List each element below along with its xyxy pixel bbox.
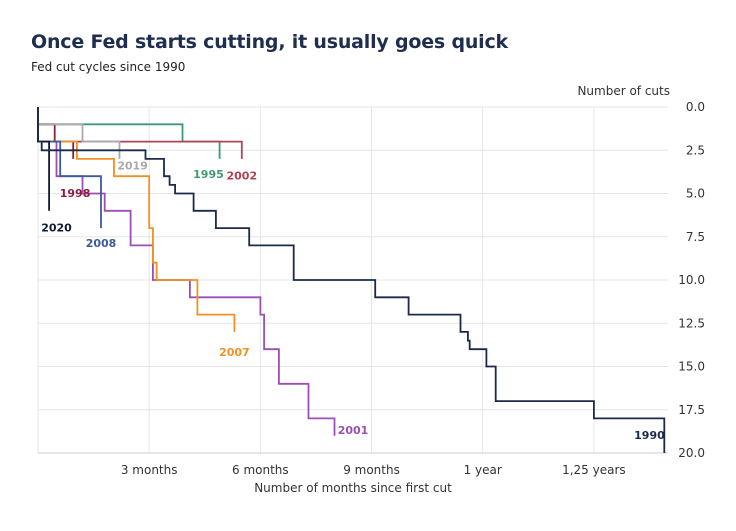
y-tick-label: 5.0 bbox=[686, 187, 705, 201]
series-line-2001 bbox=[37, 107, 336, 436]
x-tick-label: 1 year bbox=[464, 463, 502, 477]
series-lines bbox=[37, 107, 666, 453]
x-tick-label: 6 months bbox=[232, 463, 289, 477]
y-tick-label: 0.0 bbox=[686, 100, 705, 114]
series-label-2002: 2002 bbox=[227, 170, 258, 183]
series-label-1998: 1998 bbox=[60, 187, 91, 200]
series-line-2020 bbox=[37, 107, 50, 211]
y-tick-label: 10.0 bbox=[678, 273, 705, 287]
y-axis-title: Number of cuts bbox=[577, 84, 670, 98]
x-axis-title: Number of months since first cut bbox=[254, 481, 452, 495]
x-tick-label: 1,25 years bbox=[562, 463, 626, 477]
chart-title: Once Fed starts cutting, it usually goes… bbox=[31, 31, 508, 53]
series-label-1995: 1995 bbox=[193, 168, 224, 181]
series-label-2008: 2008 bbox=[86, 237, 117, 250]
y-tick-label: 17.5 bbox=[678, 403, 705, 417]
chart-subtitle: Fed cut cycles since 1990 bbox=[31, 60, 186, 74]
y-tick-label: 7.5 bbox=[686, 230, 705, 244]
x-axis-ticks: 3 months 6 months 9 months 1 year 1,25 years bbox=[121, 463, 626, 477]
series-line-1990 bbox=[37, 107, 666, 453]
series-label-2001: 2001 bbox=[338, 424, 369, 437]
y-axis-ticks: 0.0 2.5 5.0 7.5 10.0 12.5 15.0 17.5 20.0 bbox=[678, 100, 705, 460]
series-label-2007: 2007 bbox=[219, 346, 250, 359]
y-tick-label: 15.0 bbox=[678, 360, 705, 374]
series-label-2020: 2020 bbox=[41, 222, 72, 235]
series-label-2019: 2019 bbox=[117, 159, 148, 172]
y-tick-label: 12.5 bbox=[678, 316, 705, 330]
y-tick-label: 2.5 bbox=[686, 143, 705, 157]
series-labels: 1990 1995 1998 2001 2002 2007 2008 2019 2020 bbox=[41, 159, 665, 442]
y-tick-label: 20.0 bbox=[678, 446, 705, 460]
series-label-1990: 1990 bbox=[634, 429, 665, 442]
x-tick-label: 9 months bbox=[343, 463, 400, 477]
x-tick-label: 3 months bbox=[121, 463, 178, 477]
